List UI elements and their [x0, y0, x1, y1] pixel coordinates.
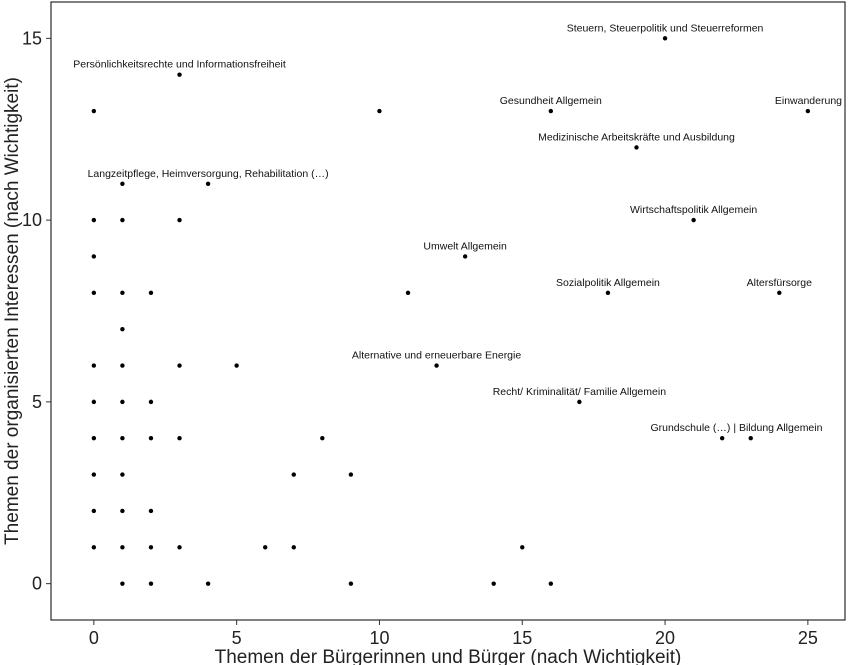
data-point [148, 290, 154, 296]
point-label: Altersfürsorge [747, 277, 813, 289]
data-point [263, 545, 268, 550]
data-point [548, 581, 554, 586]
point-label: Recht/ Kriminalität/ Familie Allgemein [493, 386, 666, 398]
data-point [777, 290, 782, 296]
data-point [434, 363, 439, 368]
data-point [148, 508, 154, 514]
data-point [91, 399, 97, 405]
data-point [148, 399, 154, 405]
data-point [120, 181, 125, 186]
data-point [634, 145, 639, 150]
data-point [405, 290, 411, 296]
point-label: Einwanderung [775, 95, 842, 107]
axis-ticks: 0 5 10 15 20 25 0 5 10 15 [22, 28, 818, 648]
data-point [462, 254, 468, 259]
data-point [291, 472, 296, 477]
point-label: Persönlichkeitsrechte und Informationsfr… [73, 59, 286, 71]
x-tick-label: 15 [512, 628, 532, 648]
data-point [177, 217, 182, 223]
point-label: Alternative und erneuerbare Energie [352, 350, 521, 362]
data-point [205, 581, 211, 586]
data-points [91, 36, 811, 586]
x-tick-label: 10 [369, 628, 389, 648]
data-point [348, 581, 354, 586]
y-axis-title: Themen der organisierten Interessen (nac… [2, 77, 23, 545]
x-tick-label: 5 [232, 628, 242, 648]
data-point [805, 108, 811, 114]
data-point [177, 545, 182, 550]
data-point [91, 508, 97, 514]
plot-panel [50, 1, 846, 621]
y-tick-label: 10 [22, 210, 42, 230]
data-point [491, 581, 496, 586]
data-point [120, 363, 125, 368]
point-label: Gesundheit Allgemein [500, 95, 602, 107]
y-tick-label: 0 [32, 574, 42, 594]
data-point [719, 436, 725, 441]
data-point [205, 181, 211, 186]
data-point [120, 217, 125, 223]
data-point [148, 581, 154, 586]
data-point [91, 108, 97, 114]
point-labels: Persönlichkeitsrechte und Informationsfr… [73, 22, 842, 434]
data-point [377, 108, 382, 114]
data-point [520, 545, 525, 550]
y-tick-label: 5 [32, 392, 42, 412]
x-axis-title: Themen der Bürgerinnen und Bürger (nach … [215, 647, 682, 665]
data-point [548, 108, 554, 114]
data-point [91, 363, 97, 368]
point-label: Langzeitpflege, Heimversorgung, Rehabili… [88, 168, 329, 180]
data-point [348, 472, 354, 477]
data-point [577, 399, 582, 405]
data-point [91, 254, 97, 259]
data-point [662, 36, 668, 41]
data-point [120, 508, 125, 514]
y-tick-label: 15 [22, 28, 42, 48]
data-point [120, 326, 125, 332]
data-point [148, 436, 154, 441]
data-point [148, 545, 154, 550]
data-point [120, 545, 125, 550]
data-point [177, 363, 182, 368]
data-point [120, 581, 125, 586]
data-point [177, 436, 182, 441]
data-point [120, 399, 125, 405]
data-point [320, 436, 325, 441]
point-label: Umwelt Allgemein [423, 240, 507, 252]
data-point [748, 436, 753, 441]
data-point [91, 545, 97, 550]
data-point [605, 290, 611, 296]
x-tick-label: 25 [798, 628, 818, 648]
data-point [691, 217, 696, 223]
x-tick-label: 0 [89, 628, 99, 648]
point-label: Steuern, Steuerpolitik und Steuerreforme… [567, 22, 764, 34]
data-point [234, 363, 239, 368]
data-point [120, 472, 125, 477]
annotation-label: Grundschule (…) | Bildung Allgemein [650, 422, 822, 434]
x-tick-label: 20 [655, 628, 675, 648]
data-point [120, 290, 125, 296]
point-label: Medizinische Arbeitskräfte und Ausbildun… [538, 131, 735, 143]
data-point [177, 72, 182, 77]
point-label: Sozialpolitik Allgemein [556, 277, 660, 289]
data-point [291, 545, 296, 550]
data-point [91, 436, 97, 441]
data-point [91, 290, 97, 296]
data-point [91, 217, 97, 223]
data-point [120, 436, 125, 441]
data-point [91, 472, 97, 477]
point-label: Wirtschaftspolitik Allgemein [630, 204, 757, 216]
